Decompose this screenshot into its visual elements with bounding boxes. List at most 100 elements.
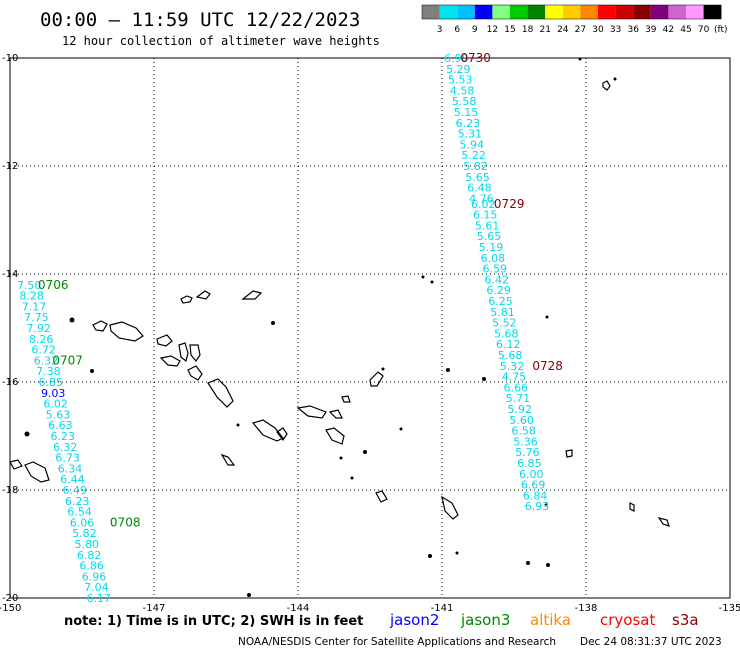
wave-height-point: 6.59: [483, 263, 508, 276]
colorbar-swatch: [686, 5, 704, 19]
islet-dot: [271, 321, 275, 325]
wave-height-point: 5.76: [515, 446, 540, 459]
colorbar-tick-label: 70: [698, 25, 710, 35]
wave-height-point: 5.19: [479, 241, 504, 254]
colorbar-swatch: [422, 5, 440, 19]
wave-height-point: 5.58: [452, 95, 477, 108]
islet-dot: [613, 77, 617, 81]
colorbar-swatch: [668, 5, 686, 19]
island-outline: [220, 453, 236, 466]
island-outline: [276, 427, 288, 442]
wave-height-point: 6.63: [48, 419, 73, 432]
wave-height-point: 5.81: [490, 306, 515, 319]
colorbar-swatch: [703, 5, 722, 19]
island-outline: [328, 409, 343, 419]
time-label: 0707: [52, 353, 83, 367]
wave-height-point: 7.75: [24, 311, 49, 324]
wave-height-point: 5.29: [446, 63, 471, 76]
islet-dot: [399, 427, 403, 431]
wave-height-point: 5.94: [460, 138, 485, 151]
wave-height-point: 5.65: [477, 230, 502, 243]
colorbar-swatch: [545, 5, 563, 19]
wave-height-point: 5.53: [448, 74, 473, 87]
x-tick-label: -135: [719, 603, 740, 614]
y-axis-ticks: -10 -12 -14 -16 -18 -20: [2, 53, 18, 604]
island-outline: [187, 365, 203, 381]
wave-height-point: 6.66: [504, 381, 529, 394]
wave-height-point: 6.32: [53, 441, 78, 454]
islet-dot: [578, 57, 582, 61]
colorbar-swatch: [633, 5, 651, 19]
wave-height-point: 5.60: [509, 414, 534, 427]
islet-dot: [545, 315, 549, 319]
colorbar-swatch: [598, 5, 616, 19]
mission-legend-item: cryosat: [600, 611, 655, 629]
islet-dot: [544, 503, 548, 507]
wave-height-point: 5.63: [46, 408, 71, 421]
wave-height-point: 6.42: [484, 273, 509, 286]
colorbar-swatch: [492, 5, 510, 19]
wave-height-point: 7.17: [22, 300, 47, 313]
islet-dot: [526, 561, 530, 565]
colorbar-swatch: [562, 5, 581, 19]
colorbar-legend: 3 6 9 12 15 18 21 24 27 30 33 36 39 42 45 70 (ft): [421, 4, 728, 35]
x-tick-label: -144: [287, 603, 310, 614]
wave-height-point: 5.71: [506, 392, 531, 405]
mission-legend-item: jason2: [389, 611, 439, 629]
x-tick-label: -150: [0, 603, 21, 614]
wave-height-point: 4.75: [502, 371, 527, 384]
wave-height-point: 5.82: [72, 527, 97, 540]
y-tick-label: -14: [2, 269, 18, 280]
wave-height-point: 5.36: [513, 435, 538, 448]
islet-dot: [381, 367, 385, 371]
wave-height-point: 5.61: [475, 219, 500, 232]
wave-height-point: 6.54: [67, 506, 92, 519]
island-outline: [24, 461, 50, 483]
wave-height-point: 6.73: [55, 452, 80, 465]
wave-height-point: 7.38: [36, 365, 61, 378]
islet-dot: [455, 551, 459, 555]
colorbar-tick-label: 30: [592, 25, 604, 35]
wave-height-point: 6.86: [79, 560, 104, 573]
y-tick-label: -12: [2, 161, 18, 172]
wave-height-point: 6.82: [77, 549, 102, 562]
x-axis-ticks: -150 -147 -144 -141 -138 -135: [0, 603, 740, 614]
wave-height-point: 6.44: [60, 473, 85, 486]
wave-height-point: 6.25: [488, 295, 513, 308]
wave-height-point: 7.92: [27, 322, 52, 335]
wave-height-point: 6.00: [519, 468, 544, 481]
islet-dot: [363, 450, 367, 454]
y-tick-label: -20: [2, 593, 18, 604]
chart-title: 00:00 – 11:59 UTC 12/22/2023: [40, 9, 360, 31]
time-label: 0730: [460, 51, 491, 65]
plot-border: [9, 57, 731, 599]
mission-legend: jason2 jason3 altika cryosat s3a: [389, 611, 699, 629]
colorbar-tick-label: 15: [504, 25, 515, 35]
islet-dot: [482, 377, 486, 381]
wave-height-point: 6.15: [473, 209, 498, 222]
colorbar-swatch: [527, 5, 546, 19]
wave-height-point: 7.04: [84, 581, 109, 594]
wave-height-point: 5.68: [494, 327, 519, 340]
wave-height-point: 6.32: [34, 354, 59, 367]
chart-subtitle: 12 hour collection of altimeter wave hei…: [62, 34, 380, 48]
wave-height-point: 5.22: [461, 149, 486, 162]
colorbar-tick-label: 39: [645, 25, 657, 35]
wave-height-point: 5.68: [498, 349, 523, 362]
colorbar-tick-label: 6: [454, 25, 460, 35]
island-outline: [657, 517, 670, 527]
wave-height-point: 7.50: [17, 279, 42, 292]
wave-height-point: 6.98: [444, 52, 469, 65]
footer-note: note: 1) Time is in UTC; 2) SWH is in fe…: [64, 614, 363, 629]
x-tick-label: -138: [575, 603, 598, 614]
island-outline: [369, 371, 384, 387]
wave-height-point: 6.84: [523, 489, 548, 502]
wave-height-point: 6.06: [70, 516, 95, 529]
island-outline: [178, 342, 189, 363]
mission-legend-item: s3a: [672, 611, 699, 629]
island-outline: [251, 419, 284, 442]
island-outline: [629, 502, 635, 512]
wave-height-point: 5.65: [465, 171, 490, 184]
time-label: 0728: [532, 359, 563, 373]
